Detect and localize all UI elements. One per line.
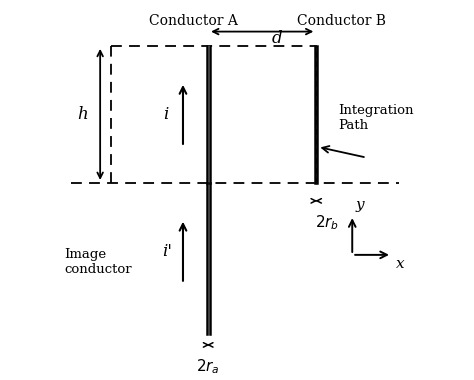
- Text: y: y: [356, 198, 365, 212]
- Text: i: i: [163, 106, 169, 123]
- Text: Integration
Path: Integration Path: [338, 104, 413, 132]
- Text: h: h: [77, 106, 88, 123]
- Text: Conductor A: Conductor A: [149, 14, 238, 28]
- Text: Image
conductor: Image conductor: [64, 248, 132, 276]
- Text: d: d: [271, 30, 282, 47]
- Text: $2r_b$: $2r_b$: [315, 214, 339, 232]
- Text: x: x: [395, 256, 404, 271]
- Text: $2r_a$: $2r_a$: [196, 358, 220, 376]
- Text: i': i': [162, 243, 172, 260]
- Text: Conductor B: Conductor B: [297, 14, 386, 28]
